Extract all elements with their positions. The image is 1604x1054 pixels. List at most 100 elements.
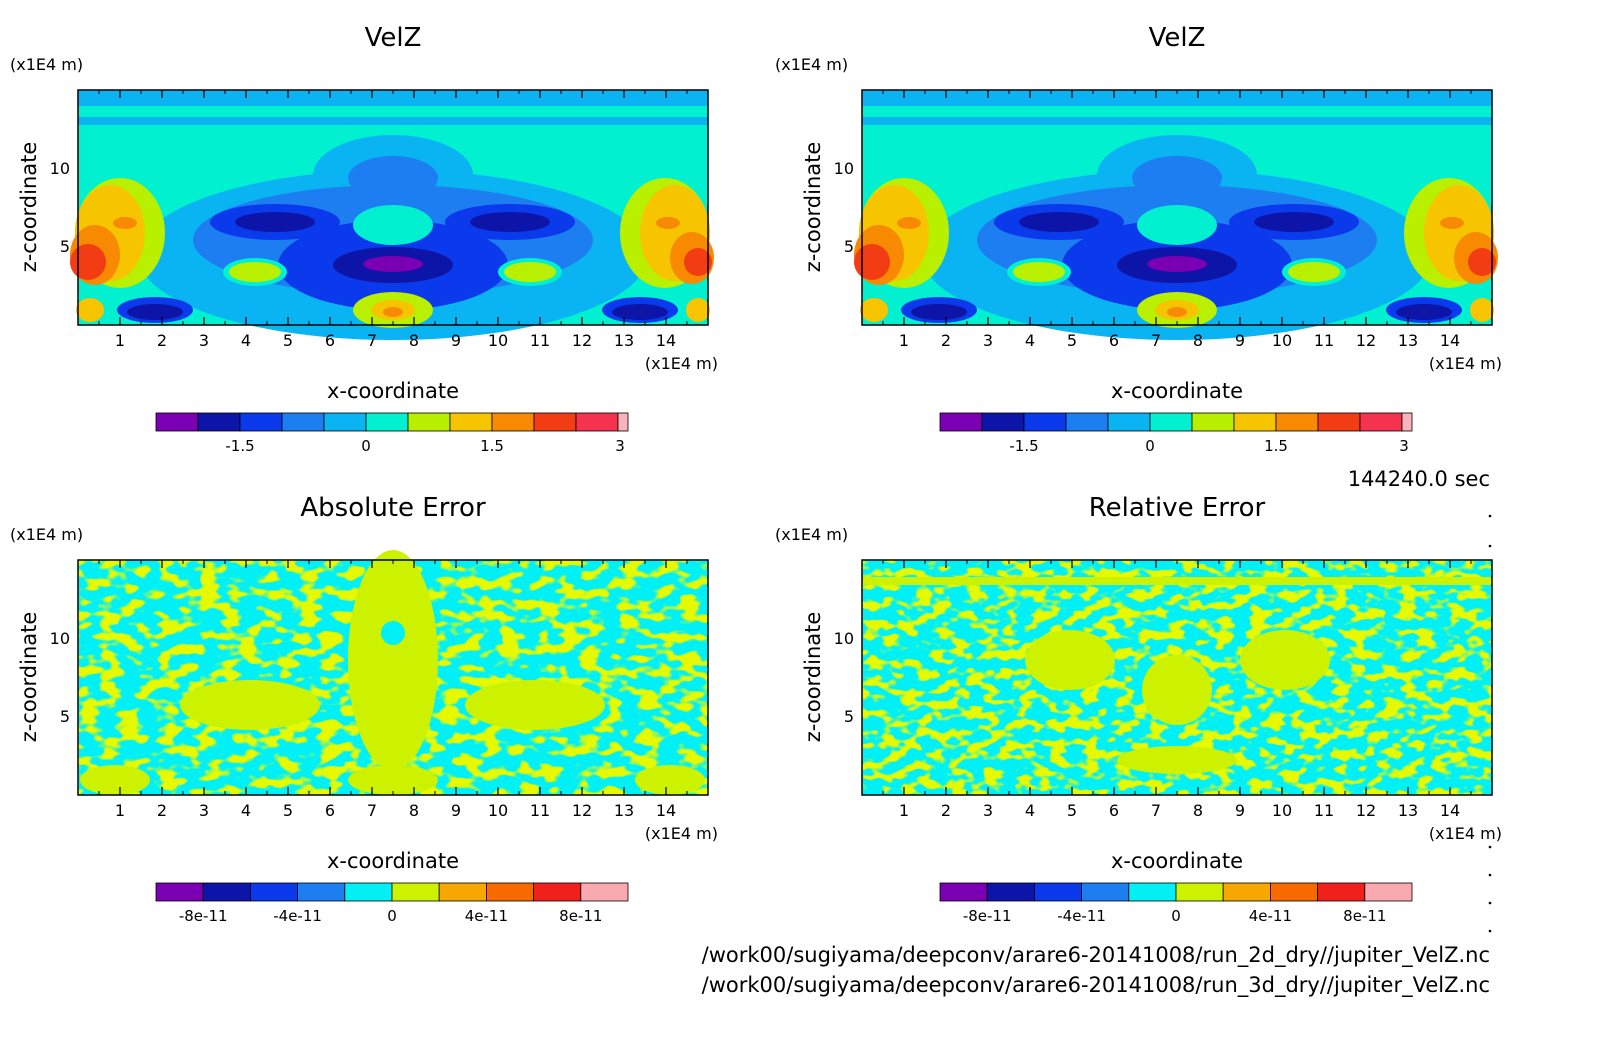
x-tick-label: 4 — [241, 331, 251, 350]
colorbar-cell — [197, 412, 241, 432]
colorbar-tick-label: 3 — [1399, 437, 1409, 455]
colorbar-cell — [1065, 412, 1109, 432]
x-tick-label: 4 — [1025, 331, 1035, 350]
colorbar-cell — [617, 412, 629, 432]
x-tick-label: 6 — [325, 801, 335, 820]
colorbar-cell — [1128, 882, 1177, 902]
y-axis-label: z-coordinate — [17, 612, 41, 743]
colorbar-cell — [155, 412, 199, 432]
colorbar-cell — [1401, 412, 1413, 432]
x-unit-label: (x1E4 m) — [645, 824, 718, 843]
x-axis-label: x-coordinate — [327, 849, 459, 873]
x-tick-label: 7 — [1151, 801, 1161, 820]
colorbar-cell — [1107, 412, 1151, 432]
colorbar-cell — [249, 882, 298, 902]
x-tick-label: 1 — [115, 801, 125, 820]
x-tick-label: 13 — [614, 801, 634, 820]
y-tick-label: 10 — [50, 159, 70, 178]
colorbar: -8e-11 -4e-11 0 4e-11 8e-11 — [155, 882, 629, 925]
x-tick-label: 12 — [572, 331, 592, 350]
x-tick-label: 12 — [1356, 801, 1376, 820]
colorbar-tick-label: 4e-11 — [465, 907, 508, 925]
x-tick-label: 11 — [1314, 331, 1334, 350]
colorbar-cell — [155, 882, 204, 902]
x-tick-label: 3 — [199, 331, 209, 350]
colorbar-tick-label: -8e-11 — [963, 907, 1012, 925]
x-tick-label: 8 — [409, 331, 419, 350]
rel-error-field — [862, 560, 1492, 795]
x-tick-label: 11 — [530, 331, 550, 350]
colorbar-cell — [438, 882, 487, 902]
colorbar-cell — [939, 412, 983, 432]
x-tick-label: 10 — [1272, 801, 1292, 820]
colorbar-tick-label: -1.5 — [225, 437, 254, 455]
abs-error-field — [78, 550, 708, 795]
x-tick-label: 12 — [572, 801, 592, 820]
x-tick-label: 4 — [1025, 801, 1035, 820]
x-tick-label: 5 — [283, 801, 293, 820]
colorbar-cell — [391, 882, 440, 902]
colorbar-cell — [365, 412, 409, 432]
velz-field — [70, 90, 714, 340]
colorbar-cell — [1149, 412, 1193, 432]
x-tick-label: 7 — [1151, 331, 1161, 350]
x-tick-label: 3 — [983, 801, 993, 820]
y-unit-label: (x1E4 m) — [10, 55, 83, 74]
colorbar-tick-label: 8e-11 — [1343, 907, 1386, 925]
colorbar-cell — [239, 412, 283, 432]
x-tick-label: 10 — [488, 331, 508, 350]
panel-velz-left: VelZ (x1E4 m) — [10, 23, 718, 455]
colorbar-tick-label: -1.5 — [1009, 437, 1038, 455]
colorbar-tick-label: 0 — [1171, 907, 1181, 925]
x-tick-label: 9 — [1235, 801, 1245, 820]
x-tick-label: 10 — [1272, 331, 1292, 350]
x-tick-label: 13 — [1398, 801, 1418, 820]
x-axis-label: x-coordinate — [1111, 379, 1243, 403]
x-tick-label: 3 — [199, 801, 209, 820]
y-tick-labels: 5 10 — [834, 629, 854, 726]
colorbar-cell — [939, 882, 988, 902]
x-axis-label: x-coordinate — [1111, 849, 1243, 873]
file-path-1: /work00/sugiyama/deepconv/arare6-2014100… — [702, 943, 1490, 968]
colorbar-cell — [297, 882, 346, 902]
colorbar-cell — [1275, 412, 1319, 432]
y-tick-label: 5 — [60, 237, 70, 256]
y-tick-label: 10 — [50, 629, 70, 648]
panel-relative-error: Relative Error (x1E4 m) 5 10 z-coordinat… — [775, 493, 1502, 925]
x-unit-label: (x1E4 m) — [1429, 824, 1502, 843]
x-tick-labels: 1 2 3 4 5 6 7 8 9 10 11 12 13 14 — [98, 90, 688, 350]
x-tick-label: 5 — [283, 331, 293, 350]
x-tick-label: 9 — [451, 801, 461, 820]
colorbar-cell — [533, 882, 582, 902]
colorbar-cell — [323, 412, 367, 432]
colorbar-tick-label: -4e-11 — [1057, 907, 1106, 925]
x-axis-label: x-coordinate — [327, 379, 459, 403]
y-tick-labels: 5 10 — [50, 159, 70, 256]
colorbar-cell — [1233, 412, 1277, 432]
colorbar-tick-label: 1.5 — [480, 437, 504, 455]
colorbar-tick-label: 1.5 — [1264, 437, 1288, 455]
panel-velz-right: VelZ (x1E4 m) — [775, 23, 1502, 455]
colorbar-cell — [1359, 412, 1403, 432]
colorbar-cell — [485, 882, 534, 902]
x-tick-label: 9 — [451, 331, 461, 350]
time-label: 144240.0 sec — [1348, 467, 1490, 491]
y-tick-labels: 5 10 — [834, 159, 854, 256]
colorbar-tick-label: 0 — [387, 907, 397, 925]
x-tick-label: 5 — [1067, 331, 1077, 350]
x-tick-labels: 1 2 3 4 5 6 7 8 9 10 11 12 13 14 — [882, 560, 1472, 820]
colorbar-cell — [533, 412, 577, 432]
x-tick-label: 12 — [1356, 331, 1376, 350]
y-tick-labels: 5 10 — [50, 629, 70, 726]
colorbar-tick-label: 8e-11 — [559, 907, 602, 925]
colorbar-tick-label: 3 — [615, 437, 625, 455]
x-unit-label: (x1E4 m) — [645, 354, 718, 373]
y-unit-label: (x1E4 m) — [775, 55, 848, 74]
x-tick-labels: 1 2 3 4 5 6 7 8 9 10 11 12 13 14 — [98, 560, 688, 820]
colorbar: -1.5 0 1.5 3 — [155, 412, 629, 455]
x-tick-label: 4 — [241, 801, 251, 820]
colorbar-tick-label: 4e-11 — [1249, 907, 1292, 925]
y-axis-label: z-coordinate — [801, 142, 825, 273]
x-tick-label: 7 — [367, 331, 377, 350]
